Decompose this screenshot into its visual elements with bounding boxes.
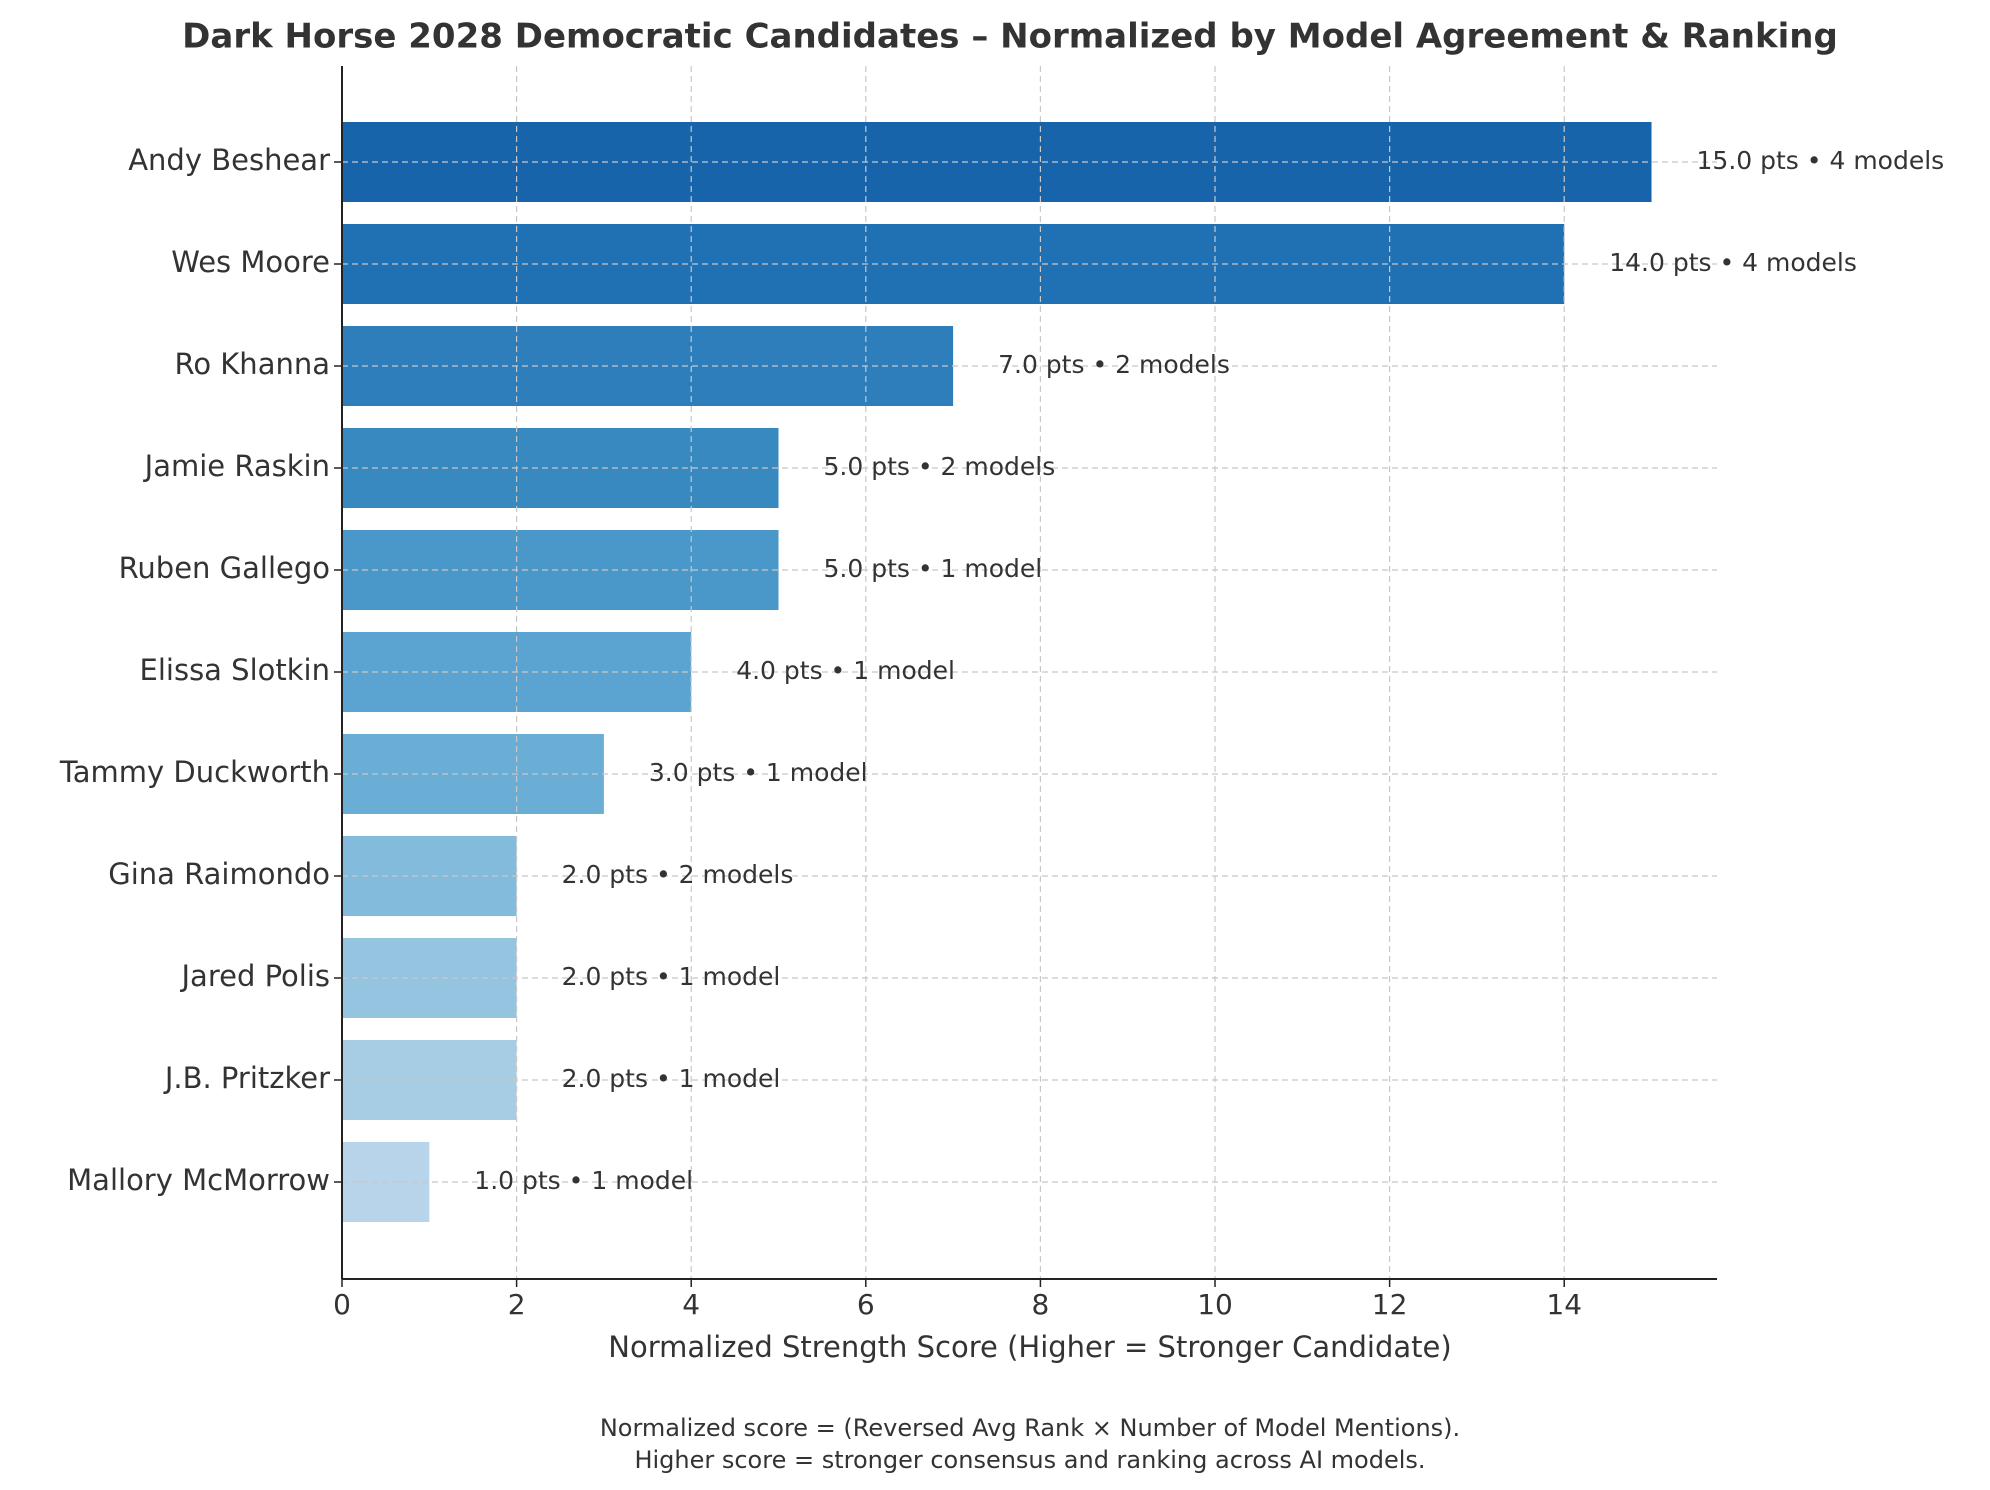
x-tick-label: 6 [857, 1288, 875, 1321]
y-tick-label: Wes Moore [171, 245, 330, 279]
value-label: 14.0 pts • 4 models [1609, 248, 1857, 277]
value-label: 4.0 pts • 1 model [736, 656, 955, 685]
value-label: 7.0 pts • 2 models [998, 350, 1230, 379]
x-tick-label: 12 [1372, 1288, 1408, 1321]
bar [342, 1040, 517, 1120]
footnote: Higher score = stronger consensus and ra… [634, 1446, 1425, 1474]
y-tick-label: Andy Beshear [128, 143, 330, 177]
y-tick-label: Jared Polis [180, 959, 331, 993]
value-label: 3.0 pts • 1 model [649, 758, 868, 787]
x-axis-label: Normalized Strength Score (Higher = Stro… [608, 1330, 1451, 1364]
x-tick-label: 10 [1197, 1288, 1233, 1321]
y-tick-label: Elissa Slotkin [140, 653, 330, 687]
chart-title: Dark Horse 2028 Democratic Candidates – … [182, 17, 1838, 57]
bar [342, 938, 517, 1018]
value-label: 5.0 pts • 1 model [824, 554, 1043, 583]
y-tick-label: Ro Khanna [174, 347, 330, 381]
x-tick-label: 14 [1546, 1288, 1582, 1321]
bar [342, 836, 517, 916]
y-tick-label: Tammy Duckworth [59, 755, 330, 789]
x-tick-label: 2 [508, 1288, 526, 1321]
x-tick-label: 0 [333, 1288, 351, 1321]
x-tick-label: 4 [682, 1288, 700, 1321]
value-label: 15.0 pts • 4 models [1697, 146, 1945, 175]
footnote: Normalized score = (Reversed Avg Rank × … [600, 1414, 1460, 1442]
value-label: 2.0 pts • 2 models [562, 860, 794, 889]
value-label: 5.0 pts • 2 models [824, 452, 1056, 481]
value-label: 1.0 pts • 1 model [474, 1166, 693, 1195]
y-tick-label: J.B. Pritzker [163, 1061, 330, 1095]
value-label: 2.0 pts • 1 model [562, 1064, 781, 1093]
y-tick-label: Mallory McMorrow [67, 1163, 330, 1197]
value-label: 2.0 pts • 1 model [562, 962, 781, 991]
y-tick-label: Jamie Raskin [143, 449, 330, 483]
y-tick-label: Gina Raimondo [108, 857, 330, 891]
y-tick-label: Ruben Gallego [119, 551, 330, 585]
x-tick-label: 8 [1031, 1288, 1049, 1321]
